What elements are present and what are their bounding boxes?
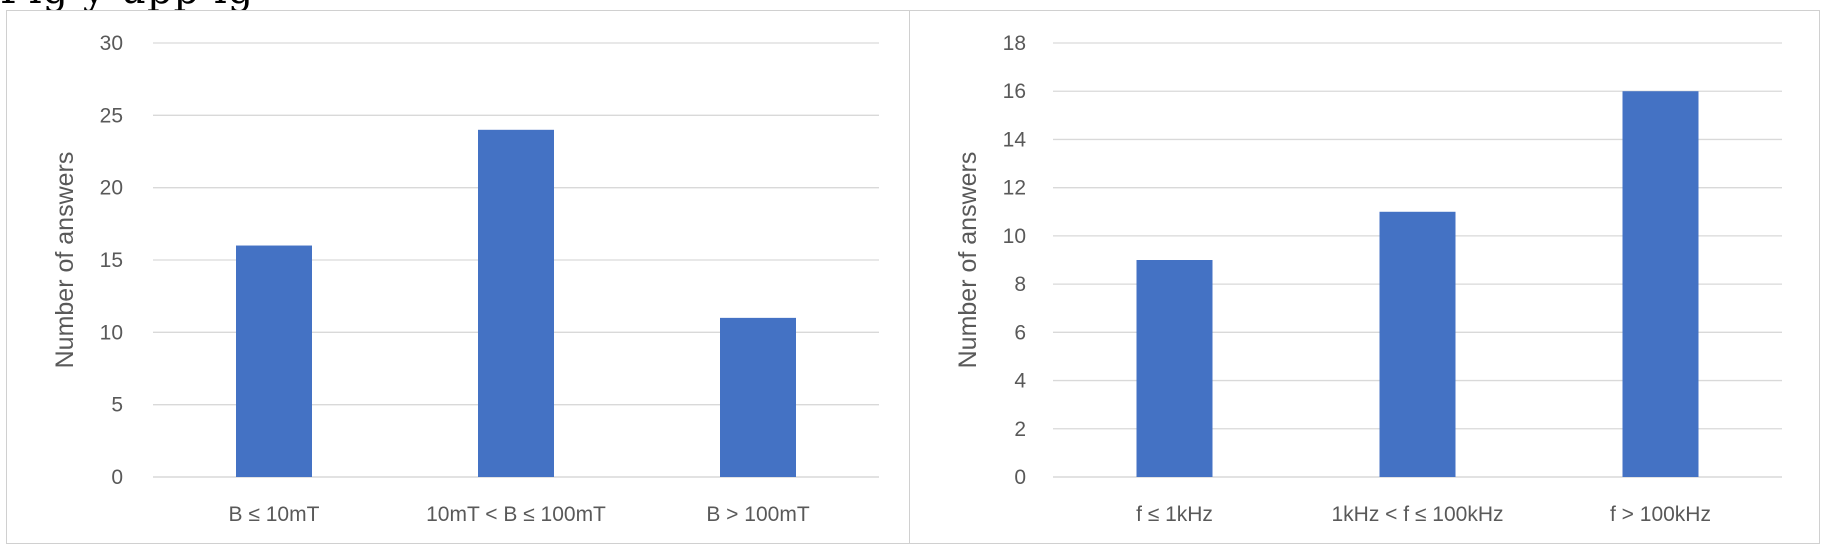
y-tick-label: 0 bbox=[111, 466, 123, 489]
x-category-label: B ≤ 10mT bbox=[229, 503, 320, 526]
bar-chart-magnetic-field: 0 5 10 15 20 25 30 Number of answers B ≤ 10mT 10m… bbox=[51, 32, 879, 526]
y-tick-label: 5 bbox=[111, 394, 123, 417]
bar bbox=[720, 317, 796, 477]
y-tick-label: 10 bbox=[1003, 225, 1026, 248]
y-tick-label: 4 bbox=[1014, 370, 1026, 393]
chart-panel-frequency: 0 2 4 6 8 10 12 14 16 18 Number of answers f ≤ 1kHz… bbox=[909, 10, 1820, 544]
x-category-label: 10mT < B ≤ 100mT bbox=[426, 503, 606, 526]
y-tick-label: 10 bbox=[100, 321, 123, 344]
y-tick-label: 30 bbox=[100, 32, 123, 55]
y-tick-label: 0 bbox=[1014, 466, 1026, 489]
y-axis-title: Number of answers bbox=[954, 152, 982, 369]
bar bbox=[1622, 91, 1699, 477]
y-tick-label: 8 bbox=[1014, 273, 1026, 296]
y-tick-label: 25 bbox=[100, 104, 123, 127]
bar-chart-frequency: 0 2 4 6 8 10 12 14 16 18 Number of answers f ≤ 1kHz… bbox=[954, 32, 1782, 526]
y-tick-label: 16 bbox=[1003, 80, 1026, 103]
bar bbox=[1379, 211, 1456, 477]
y-tick-label: 18 bbox=[1003, 32, 1026, 55]
bar bbox=[478, 129, 554, 478]
bar bbox=[1136, 260, 1213, 477]
x-category-label: f > 100kHz bbox=[1610, 503, 1711, 526]
y-tick-label: 2 bbox=[1014, 418, 1026, 441]
x-category-label: B > 100mT bbox=[706, 503, 809, 526]
y-tick-label: 14 bbox=[1003, 128, 1027, 151]
y-axis-title: Number of answers bbox=[51, 152, 79, 369]
cropped-caption-strip: Fig y upp ig bbox=[0, 0, 1822, 12]
y-tick-label: 6 bbox=[1014, 321, 1026, 344]
cropped-caption-text: Fig y upp ig bbox=[0, 0, 254, 10]
x-category-label: f ≤ 1kHz bbox=[1136, 503, 1213, 526]
y-tick-label: 20 bbox=[100, 177, 123, 200]
y-tick-label: 15 bbox=[100, 249, 123, 272]
y-tick-label: 12 bbox=[1003, 177, 1026, 200]
bar bbox=[236, 245, 312, 477]
x-category-label: 1kHz < f ≤ 100kHz bbox=[1331, 503, 1503, 526]
chart-panel-magnetic-field: 0 5 10 15 20 25 30 Number of answers B ≤ 10mT 10m… bbox=[6, 10, 910, 544]
